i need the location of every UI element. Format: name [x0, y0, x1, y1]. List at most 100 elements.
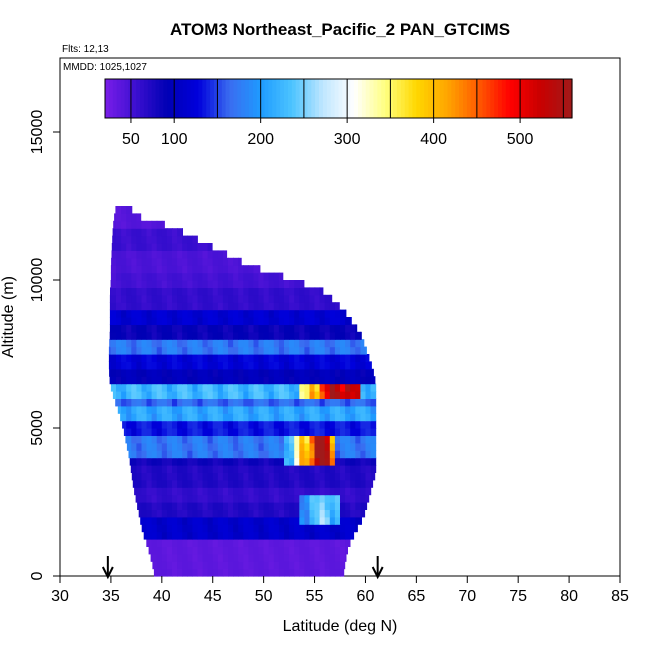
heatmap-cell: [136, 487, 143, 496]
heatmap-cell: [217, 280, 224, 288]
heatmap-cell: [355, 465, 361, 473]
heatmap-cell: [228, 265, 234, 274]
heatmap-cell: [192, 435, 199, 444]
heatmap-cell: [217, 428, 224, 436]
heatmap-cell: [161, 302, 168, 311]
heatmap-cell: [253, 428, 260, 436]
heatmap-cell: [166, 280, 173, 288]
heatmap-cell: [278, 339, 285, 348]
heatmap-cell: [273, 287, 280, 296]
heatmap-cell: [253, 442, 260, 451]
heatmap-cell: [207, 435, 214, 444]
heatmap-cell: [126, 354, 132, 362]
heatmap-cell: [334, 502, 341, 510]
heatmap-cell: [314, 516, 321, 525]
heatmap-cell: [365, 361, 372, 370]
heatmap-cell: [309, 346, 316, 355]
heatmap-cell: [258, 368, 265, 377]
heatmap-cell: [304, 302, 311, 311]
heatmap-cell: [294, 516, 300, 525]
heatmap-cell: [202, 287, 209, 296]
heatmap-cell: [284, 413, 290, 422]
colorbar-cell: [171, 79, 176, 118]
colorbar-cell: [455, 79, 460, 118]
heatmap-cell: [243, 435, 249, 444]
heatmap-cell: [141, 442, 148, 451]
heatmap-cell: [217, 302, 224, 311]
heatmap-cell: [136, 309, 143, 318]
heatmap-cell: [273, 383, 280, 392]
heatmap-cell: [187, 539, 193, 547]
heatmap-cell: [166, 487, 173, 496]
heatmap-cell: [248, 302, 255, 311]
heatmap-cell: [161, 391, 168, 399]
heatmap-cell: [350, 472, 356, 481]
heatmap-cell: [253, 472, 260, 481]
heatmap-cell: [273, 472, 280, 481]
heatmap-cell: [109, 331, 112, 340]
heatmap-cell: [177, 405, 183, 414]
heatmap-cell: [182, 553, 188, 562]
heatmap-cell: [207, 324, 214, 333]
heatmap-cell: [299, 450, 305, 459]
heatmap-cell: [329, 524, 336, 533]
heatmap-cell: [192, 391, 199, 399]
heatmap-cell: [248, 346, 255, 355]
heatmap-cell: [182, 420, 188, 429]
heatmap-cell: [299, 442, 305, 451]
heatmap-cell: [166, 317, 173, 325]
heatmap-cell: [294, 553, 300, 562]
colorbar-cell: [564, 79, 569, 118]
colorbar-cell: [435, 79, 441, 118]
heatmap-cell: [161, 309, 168, 318]
heatmap-cell: [131, 346, 137, 355]
colorbar-cell: [299, 79, 305, 118]
heatmap-cell: [146, 376, 153, 385]
heatmap-cell: [345, 450, 351, 459]
heatmap-cell: [202, 294, 209, 303]
heatmap-cell: [121, 331, 127, 340]
heatmap-cell: [309, 531, 316, 540]
heatmap-cell: [365, 391, 372, 399]
heatmap-cell: [177, 361, 183, 370]
heatmap-cell: [192, 309, 199, 318]
heatmap-cell: [217, 524, 224, 533]
heatmap-cell: [334, 428, 341, 436]
heatmap-cell: [217, 457, 224, 466]
heatmap-cell: [345, 472, 351, 481]
heatmap-cell: [156, 479, 163, 488]
heatmap-cell: [222, 420, 229, 429]
heatmap-cell: [324, 553, 331, 562]
heatmap-cell: [146, 413, 153, 422]
heatmap-cell: [278, 398, 285, 407]
heatmap-cell: [248, 309, 255, 318]
heatmap-cell: [222, 442, 229, 451]
colorbar-cell: [167, 79, 172, 118]
heatmap-cell: [238, 391, 244, 399]
heatmap-cell: [141, 317, 148, 325]
heatmap-cell: [233, 516, 239, 525]
heatmap-cell: [151, 450, 158, 459]
heatmap-cell: [228, 331, 234, 340]
heatmap-cell: [360, 354, 367, 362]
heatmap-cell: [187, 287, 193, 296]
heatmap-cell: [161, 228, 168, 237]
heatmap-cell: [212, 317, 219, 325]
heatmap-cell: [156, 272, 163, 281]
heatmap-cell: [324, 531, 331, 540]
heatmap-cell: [222, 487, 229, 496]
heatmap-cell: [319, 339, 326, 348]
heatmap-cell: [258, 265, 261, 274]
heatmap-cell: [202, 524, 209, 533]
heatmap-cell: [141, 465, 148, 473]
heatmap-cell: [268, 479, 275, 488]
heatmap-cell: [345, 346, 351, 355]
heatmap-cell: [116, 265, 122, 274]
heatmap-cell: [309, 546, 316, 555]
heatmap-cell: [161, 243, 168, 251]
heatmap-cell: [253, 280, 260, 288]
heatmap-cell: [182, 235, 188, 244]
heatmap-cell: [319, 294, 326, 303]
heatmap-cell: [263, 539, 270, 547]
heatmap-cell: [217, 502, 224, 510]
